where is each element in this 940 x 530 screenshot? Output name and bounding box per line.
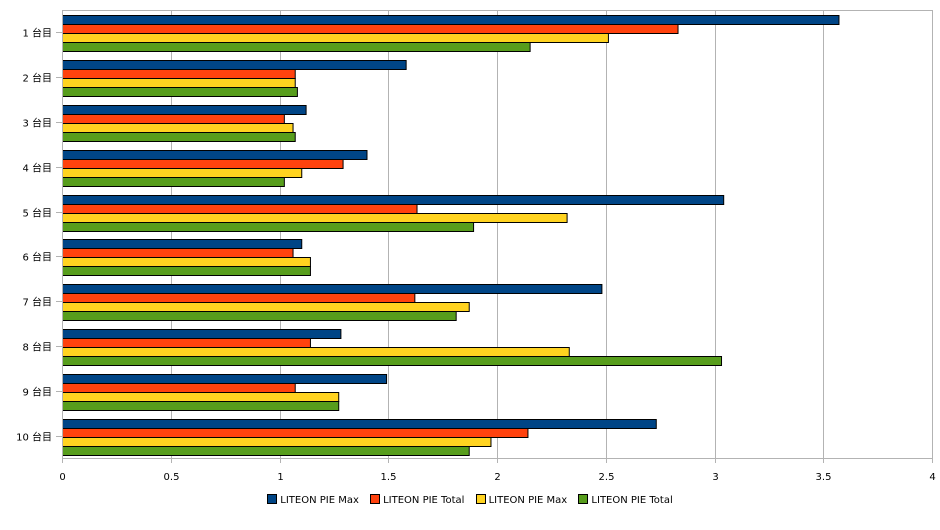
legend-label: LITEON PIE Total: [591, 495, 673, 506]
x-tick-label: 2.5: [599, 472, 615, 483]
bar: [62, 266, 311, 276]
bar: [62, 222, 475, 232]
x-tick-label: 3.5: [816, 472, 832, 483]
y-tick-label: 1 台目: [22, 27, 52, 40]
bar: [62, 392, 340, 402]
legend-swatch: [267, 494, 278, 504]
legend: LITEON PIE Max LITEON PIE Total LITEON P…: [0, 494, 940, 506]
bar: [62, 257, 311, 267]
bar: [62, 195, 725, 205]
x-tick-label: 0.5: [164, 472, 180, 483]
legend-item: LITEON PIE Total: [370, 494, 464, 506]
bar: [62, 419, 657, 429]
bar: [62, 177, 285, 187]
x-tick-label: 4: [929, 472, 935, 483]
bar: [62, 123, 294, 133]
bar: [62, 42, 531, 52]
x-tick-label: 3: [712, 472, 718, 483]
bar: [62, 356, 723, 366]
bar: [62, 329, 342, 339]
bar: [62, 78, 296, 88]
bar: [62, 60, 407, 70]
bar: [62, 284, 603, 294]
legend-label: LITEON PIE Max: [280, 495, 359, 506]
bar: [62, 383, 296, 393]
bar: [62, 105, 307, 115]
x-tick-label: 0: [59, 472, 65, 483]
y-tick-label: 6 台目: [22, 251, 52, 264]
y-tick-label: 5 台目: [22, 207, 52, 220]
bar: [62, 24, 679, 34]
bar: [62, 69, 296, 79]
y-tick-label: 7 台目: [22, 296, 52, 309]
x-tick-label: 1.5: [381, 472, 397, 483]
x-tick-label: 1: [277, 472, 283, 483]
y-tick-label: 4 台目: [22, 162, 52, 175]
legend-label: LITEON PIE Max: [488, 495, 568, 506]
bar: [62, 428, 529, 438]
bar: [62, 159, 344, 169]
y-axis-ticks: 1 台目 2 台目 3 台目 4 台目 5 台目 6 台目 7 台目 8 台目 9 台目 10 台…: [16, 27, 62, 444]
bar: [62, 204, 418, 214]
legend-swatch: [475, 494, 486, 504]
bar: [62, 132, 296, 142]
bar: [62, 302, 470, 312]
legend-item: LITEON PIE Max: [475, 494, 568, 506]
legend-item: LITEON PIE Total: [578, 494, 673, 506]
bar: [62, 15, 840, 25]
bar: [62, 338, 311, 348]
x-axis-ticks: 0 0.5 1 1.5 2 2.5 3 3.5 4: [59, 458, 936, 483]
bar: [62, 87, 298, 97]
bar: [62, 311, 457, 321]
bar: [62, 437, 492, 447]
bar: [62, 374, 388, 384]
legend-item: LITEON PIE Max: [267, 494, 359, 506]
bar: [62, 293, 416, 303]
legend-swatch: [370, 494, 381, 504]
y-tick-label: 9 台目: [22, 386, 52, 399]
bar: [62, 446, 470, 456]
bar: [62, 114, 285, 124]
y-tick-label: 3 台目: [22, 117, 52, 130]
bar: [62, 248, 294, 258]
bar: [62, 239, 303, 249]
bar: [62, 168, 303, 178]
legend-label: LITEON PIE Total: [383, 495, 465, 506]
y-tick-label: 8 台目: [22, 341, 52, 354]
bar: [62, 401, 340, 411]
bars: [62, 15, 840, 456]
legend-swatch: [578, 494, 589, 504]
bar: [62, 347, 570, 357]
y-tick-label: 10 台目: [16, 431, 52, 444]
bar: [62, 33, 609, 43]
bar: [62, 150, 368, 160]
x-tick-label: 2: [494, 472, 500, 483]
y-tick-label: 2 台目: [22, 72, 52, 85]
bar-chart: 0 0.5 1 1.5 2 2.5 3 3.5 4 1 台目 2 台目 3 台目 4 台目 5 台目 6 …: [16, 10, 936, 483]
bar: [62, 213, 568, 223]
